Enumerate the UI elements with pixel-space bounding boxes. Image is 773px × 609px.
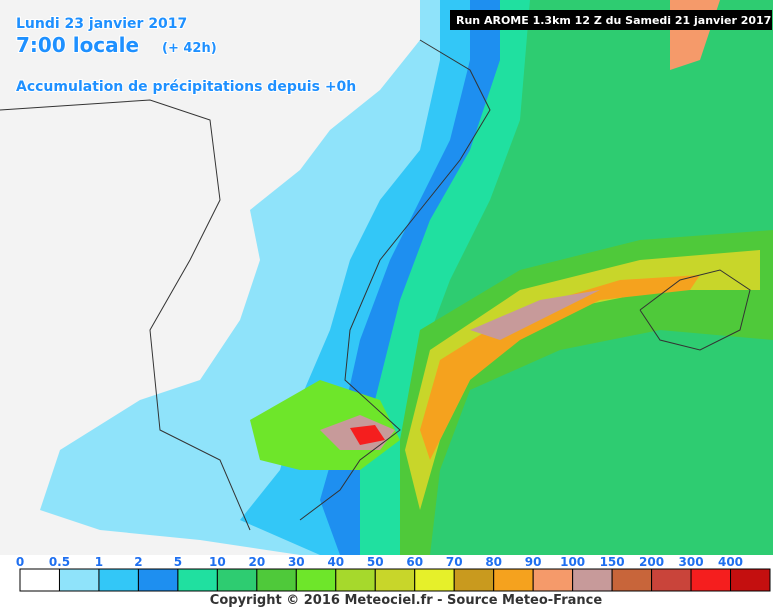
legend-swatch	[137, 568, 179, 592]
legend-swatch	[453, 568, 495, 592]
precip-yellow	[405, 250, 760, 510]
precip-orange	[420, 275, 700, 460]
legend-swatch	[690, 568, 732, 592]
legend-label: 0	[16, 555, 24, 569]
legend-swatch	[98, 568, 139, 592]
legend-label: 90	[525, 555, 542, 569]
legend-label: 300	[679, 555, 704, 569]
legend-swatch	[216, 568, 258, 592]
legend-label: 40	[327, 555, 344, 569]
legend-label: 50	[367, 555, 384, 569]
run-box	[450, 10, 772, 30]
legend: 0 0.5 1 2 5 10 20 30 40 50 60 70 80 90 100 150 200 300 400	[15, 554, 771, 592]
legend-swatch	[256, 568, 297, 592]
legend-swatch	[295, 568, 337, 592]
legend-swatch	[414, 568, 455, 592]
legend-swatch	[19, 568, 60, 592]
legend-swatch	[572, 568, 613, 592]
legend-label: 400	[718, 555, 743, 569]
time: 7:00 locale	[16, 33, 139, 57]
legend-label: 100	[560, 555, 585, 569]
legend-swatch	[611, 568, 653, 592]
legend-swatch	[374, 568, 416, 592]
run-label: Run AROME 1.3km 12 Z du Samedi 21 janvie…	[456, 14, 771, 27]
lead-time: (+ 42h)	[162, 41, 217, 56]
precip-core2	[350, 425, 385, 445]
date: Lundi 23 janvier 2017	[16, 16, 187, 32]
legend-swatch	[532, 568, 574, 592]
legend-swatch	[58, 568, 100, 592]
legend-label: 60	[406, 555, 423, 569]
legend-label: 200	[639, 555, 664, 569]
legend-swatch	[335, 568, 376, 592]
product: Accumulation de précipitations depuis +0…	[16, 79, 356, 95]
legend-label: 5	[174, 555, 182, 569]
legend-label: 30	[288, 555, 305, 569]
precip-pink	[470, 290, 600, 340]
copyright: Copyright © 2016 Meteociel.fr - Source M…	[210, 593, 603, 608]
legend-label: 1	[95, 555, 103, 569]
legend-swatch	[177, 568, 218, 592]
legend-swatch	[493, 568, 534, 592]
legend-swatch	[730, 568, 771, 592]
legend-label: 150	[600, 555, 625, 569]
legend-label: 70	[446, 555, 463, 569]
legend-label: 80	[485, 555, 502, 569]
coastline	[299, 39, 491, 521]
legend-label: 0.5	[49, 555, 70, 569]
legend-label: 10	[209, 555, 226, 569]
border	[0, 99, 251, 531]
legend-swatch	[651, 568, 692, 592]
coastline-island	[639, 269, 751, 351]
legend-label: 20	[248, 555, 265, 569]
legend-label: 2	[134, 555, 142, 569]
